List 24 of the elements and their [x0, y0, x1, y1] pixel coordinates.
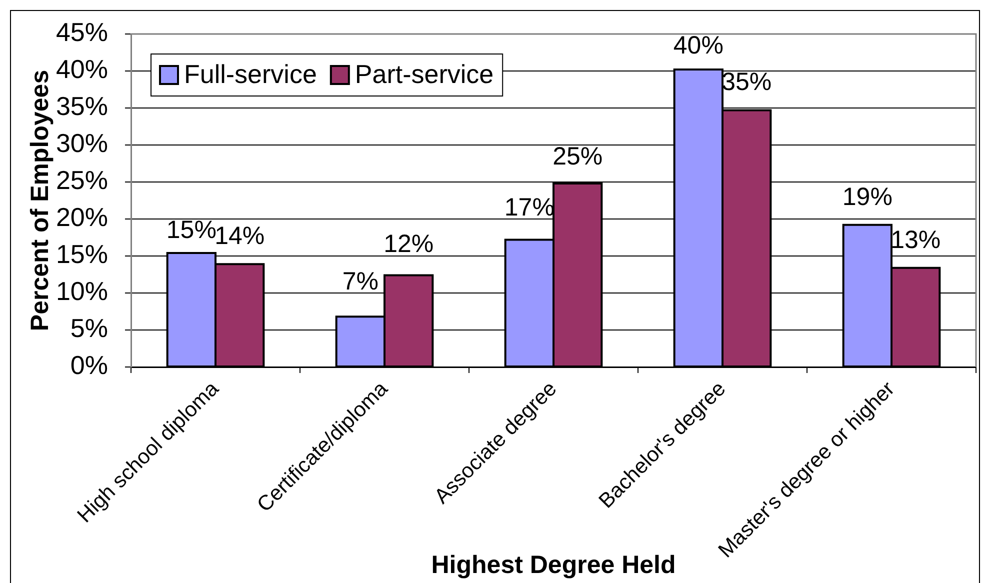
data-label: 14%	[214, 222, 265, 250]
y-tick-label: 35%	[56, 91, 108, 122]
data-label: 15%	[166, 216, 216, 244]
data-label: 25%	[552, 142, 603, 170]
y-tick-label: 45%	[56, 17, 108, 48]
legend-label: Full-service	[184, 59, 317, 90]
y-tick-label: 30%	[56, 128, 108, 158]
data-label: 13%	[890, 226, 941, 254]
data-label: 12%	[384, 230, 434, 258]
x-axis-title: Highest Degree Held	[431, 550, 676, 579]
data-label: 7%	[342, 268, 378, 296]
data-label: 35%	[722, 68, 772, 96]
y-tick-label: 15%	[56, 239, 108, 270]
data-label: 17%	[504, 194, 554, 222]
y-tick-label: 40%	[56, 54, 108, 84]
data-label: 19%	[842, 182, 892, 211]
y-axis-title: Percent of Employees	[26, 70, 54, 332]
y-tick-label: 5%	[70, 313, 108, 344]
legend-label: Part-service	[354, 59, 494, 90]
y-tick-label: 0%	[70, 350, 108, 380]
y-tick-label: 20%	[56, 202, 108, 232]
data-label: 40%	[673, 32, 724, 60]
y-tick-label: 25%	[56, 165, 108, 196]
y-tick-label: 10%	[56, 276, 108, 306]
